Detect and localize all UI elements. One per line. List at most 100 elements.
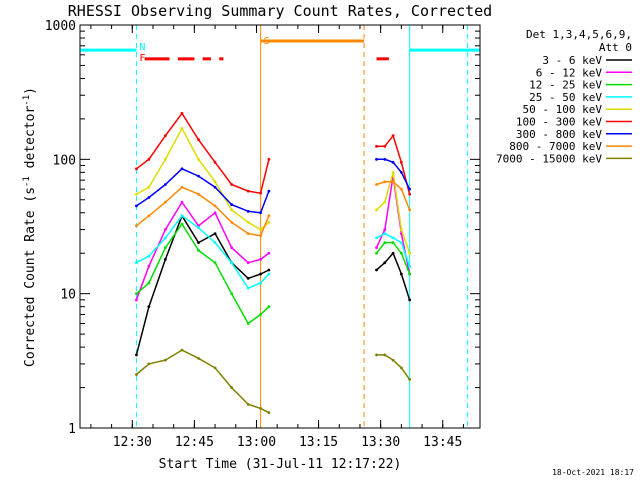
data-point <box>180 348 184 352</box>
data-point <box>197 241 200 244</box>
data-point <box>197 356 200 360</box>
data-point <box>213 211 217 215</box>
legend-entry-label: 50 - 100 keV <box>523 103 603 116</box>
data-point <box>197 138 200 142</box>
y-axis-title-mid: detector <box>23 106 38 177</box>
series-line <box>135 111 270 195</box>
data-point <box>213 366 217 370</box>
data-point <box>246 220 250 224</box>
x-axis-title: Start Time (31-Jul-11 12:17:22) <box>159 457 402 472</box>
detector-info-line-1: Det 1,3,4,5,6,9, <box>526 28 632 41</box>
data-point <box>383 232 387 235</box>
data-point <box>147 305 151 309</box>
data-point <box>399 160 403 164</box>
data-point <box>230 386 234 389</box>
legend-entry-label: 300 - 800 keV <box>516 128 602 141</box>
x-tick-label: 13:30 <box>361 435 400 450</box>
y-axis-title-base: Corrected Count Rate (s <box>23 187 38 367</box>
data-point <box>147 157 151 161</box>
data-point <box>135 373 138 376</box>
data-point <box>383 261 387 265</box>
data-point <box>135 192 138 196</box>
data-point <box>230 246 234 250</box>
axes-layer: 12:30 12:45 13:00 13:15 13:30 13:45 1 10 100 1000 <box>45 19 481 450</box>
y-axis-title-exp2: -1 <box>22 95 32 106</box>
data-point <box>135 292 138 296</box>
data-point <box>391 358 395 362</box>
data-point <box>180 222 184 226</box>
data-point <box>408 192 412 196</box>
data-point <box>259 234 263 238</box>
data-point <box>213 261 217 265</box>
legend-entry-label: 3 - 6 keV <box>542 54 602 67</box>
series-line <box>135 349 270 414</box>
data-point <box>164 228 167 231</box>
data-point <box>135 353 138 357</box>
data-point <box>180 200 184 204</box>
y-axis-title-exp1: -1 <box>22 176 32 187</box>
y-axis-title: Corrected Count Rate (s-1 detector-1) <box>22 87 38 367</box>
data-point <box>197 174 200 178</box>
data-point <box>375 236 378 240</box>
data-point <box>213 241 217 244</box>
data-point <box>383 200 387 204</box>
data-point <box>246 286 250 290</box>
series-line <box>136 214 270 290</box>
data-point <box>164 183 167 186</box>
data-point <box>246 232 250 235</box>
data-point <box>391 241 395 244</box>
y-tick-label: 100 <box>53 153 76 168</box>
data-point <box>147 214 151 218</box>
data-point <box>267 268 271 272</box>
data-point <box>246 261 250 265</box>
data-point <box>408 298 412 302</box>
data-point <box>147 254 151 258</box>
data-point <box>391 251 395 255</box>
detector-info-line-2: Att 0 <box>599 41 632 54</box>
y-axis-title-end: ) <box>23 87 38 95</box>
y-tick-label: 10 <box>60 288 76 303</box>
chart-title: RHESSI Observing Summary Count Rates, Co… <box>68 2 492 20</box>
data-point <box>391 236 395 240</box>
data-point <box>147 281 151 285</box>
data-point <box>197 248 200 252</box>
data-point <box>375 208 378 212</box>
series-line <box>135 186 270 237</box>
data-point <box>135 224 138 228</box>
data-point <box>135 167 138 171</box>
data-point <box>147 264 151 268</box>
data-point <box>375 246 378 250</box>
data-point <box>399 366 403 370</box>
data-point <box>259 313 263 316</box>
data-point <box>213 204 217 208</box>
data-point <box>230 220 234 224</box>
data-point <box>259 272 263 276</box>
series-layer <box>135 111 412 415</box>
data-point <box>230 261 234 265</box>
data-point <box>164 200 167 204</box>
data-point <box>408 187 412 191</box>
data-point <box>147 196 151 199</box>
y-tick-label: 1 <box>68 422 76 437</box>
x-tick-label: 12:30 <box>113 435 152 450</box>
y-tick-label: 1000 <box>45 19 76 34</box>
data-point <box>399 228 403 231</box>
data-point <box>267 411 271 415</box>
data-point <box>246 189 250 193</box>
data-point <box>408 378 412 381</box>
series-line <box>135 214 270 356</box>
legend-entry-label: 100 - 300 keV <box>516 116 602 129</box>
data-point <box>267 272 271 276</box>
data-point <box>135 298 138 302</box>
data-point <box>164 246 167 250</box>
series-line <box>136 126 270 231</box>
data-point <box>197 226 200 230</box>
data-point <box>267 214 271 218</box>
data-point <box>180 126 184 130</box>
data-point <box>399 170 403 174</box>
data-point <box>147 362 151 366</box>
data-point <box>267 189 271 193</box>
plot-frame <box>79 24 481 429</box>
night-annotation-label: N <box>139 42 145 53</box>
data-point <box>213 180 217 184</box>
